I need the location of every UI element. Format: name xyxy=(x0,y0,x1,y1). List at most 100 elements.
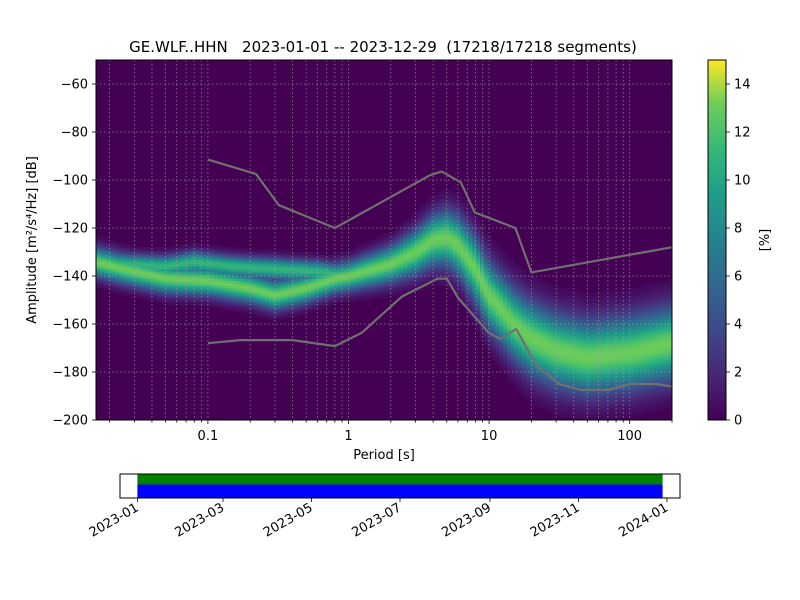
density-cell xyxy=(199,273,204,277)
density-cell xyxy=(456,218,462,222)
density-cell xyxy=(203,268,208,272)
density-cell xyxy=(211,285,216,289)
density-cell xyxy=(560,314,565,318)
density-cell xyxy=(618,408,623,411)
density-cell xyxy=(576,343,581,346)
density-cell xyxy=(222,256,227,260)
density-cell xyxy=(595,408,600,411)
density-cell xyxy=(161,276,166,279)
density-cell xyxy=(456,290,462,294)
density-cell xyxy=(103,247,108,250)
density-cell xyxy=(115,249,120,253)
density-cell xyxy=(303,304,308,308)
density-cell xyxy=(579,417,585,420)
density-cell xyxy=(506,312,512,315)
density-cell xyxy=(560,348,565,351)
density-cell xyxy=(529,348,535,351)
density-cell xyxy=(568,321,573,325)
density-cell xyxy=(414,261,419,265)
density-cell xyxy=(510,266,515,270)
density-cell xyxy=(599,364,604,368)
density-cell xyxy=(161,300,166,303)
density-cell xyxy=(564,295,569,298)
density-cell xyxy=(437,196,442,200)
density-cell xyxy=(476,304,481,308)
density-cell xyxy=(426,240,431,243)
density-cell xyxy=(395,259,400,262)
density-cell xyxy=(299,271,304,274)
density-cell xyxy=(495,357,500,361)
density-cell xyxy=(637,393,642,397)
density-cell xyxy=(476,247,481,250)
density-cell xyxy=(587,328,592,332)
density-cell xyxy=(449,216,454,219)
density-cell xyxy=(299,252,304,255)
density-cell xyxy=(579,372,585,375)
density-cell xyxy=(468,273,473,277)
density-cell xyxy=(556,362,562,366)
density-cell xyxy=(503,271,508,274)
density-cell xyxy=(203,256,208,260)
density-cell xyxy=(426,218,431,222)
density-cell xyxy=(629,340,634,344)
density-cell xyxy=(622,386,627,390)
density-cell xyxy=(499,355,504,358)
density-cell xyxy=(526,379,531,382)
density-cell xyxy=(614,321,619,325)
density-cell xyxy=(599,408,604,411)
density-cell xyxy=(529,350,535,354)
density-cell xyxy=(230,268,235,272)
density-cell xyxy=(207,285,212,289)
density-cell xyxy=(215,292,220,296)
density-cell xyxy=(637,326,642,330)
density-cell xyxy=(583,319,588,322)
density-cell xyxy=(418,232,423,236)
density-cell xyxy=(384,276,389,279)
density-cell xyxy=(353,252,358,255)
density-cell xyxy=(288,268,293,272)
density-cell xyxy=(142,266,147,270)
density-cell xyxy=(602,355,608,358)
density-cell xyxy=(130,273,135,277)
density-cell xyxy=(460,297,466,301)
density-cell xyxy=(587,304,592,308)
density-cell xyxy=(322,254,327,258)
density-cell xyxy=(453,266,458,270)
density-cell xyxy=(514,364,519,368)
density-cell xyxy=(625,352,631,356)
density-cell xyxy=(211,280,216,284)
density-cell xyxy=(153,259,158,262)
density-cell xyxy=(249,254,254,258)
density-cell xyxy=(295,283,300,286)
density-cell xyxy=(625,410,631,414)
density-cell xyxy=(380,249,385,253)
density-cell xyxy=(322,280,327,284)
density-cell xyxy=(203,278,208,282)
density-cell xyxy=(284,304,289,308)
density-cell xyxy=(441,278,446,282)
density-cell xyxy=(134,283,139,286)
density-cell xyxy=(595,340,600,344)
density-cell xyxy=(522,319,527,322)
density-cell xyxy=(556,285,562,289)
density-cell xyxy=(195,264,201,267)
density-cell xyxy=(410,271,416,274)
density-cell xyxy=(407,220,412,224)
density-cell xyxy=(533,309,538,313)
density-cell xyxy=(245,276,250,279)
density-cell xyxy=(453,271,458,274)
density-cell xyxy=(326,259,331,262)
density-cell xyxy=(614,304,619,308)
density-cell xyxy=(341,285,346,289)
density-cell xyxy=(96,271,101,274)
density-cell xyxy=(583,376,588,380)
density-cell xyxy=(552,348,558,351)
density-cell xyxy=(272,268,277,272)
density-cell xyxy=(414,225,419,229)
density-cell xyxy=(468,244,473,248)
density-cell xyxy=(533,278,538,282)
density-cell xyxy=(119,266,124,270)
density-cell xyxy=(583,405,588,409)
density-cell xyxy=(418,264,423,267)
density-cell xyxy=(556,302,562,306)
